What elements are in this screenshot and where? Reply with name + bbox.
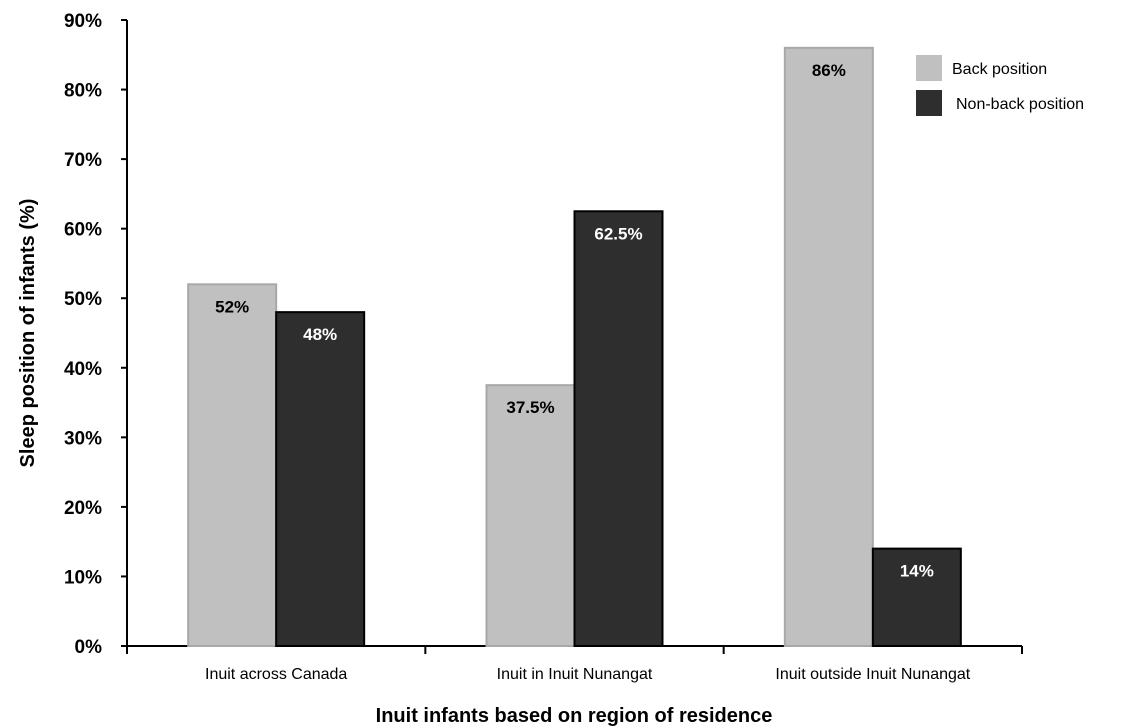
y-tick-label: 70%	[64, 150, 102, 171]
bars	[187, 46, 962, 648]
y-tick-label: 90%	[64, 11, 102, 32]
legend: Back position Non-back position	[916, 55, 1084, 116]
legend-label: Back position	[952, 61, 1047, 78]
y-tick-label: 60%	[64, 220, 102, 241]
bar-back-position	[485, 384, 576, 647]
data-labels: 52% 37.5% 86% 48% 62.5% 14%	[215, 61, 934, 581]
y-tick-label: 50%	[64, 289, 102, 310]
x-axis-title: Inuit infants based on region of residen…	[376, 705, 773, 727]
y-axis-title: Sleep position of infants (%)	[17, 199, 39, 468]
bar-non-back-position	[275, 311, 366, 647]
data-label: 52%	[215, 297, 249, 316]
legend-label: Non-back position	[956, 96, 1084, 113]
data-label: 86%	[812, 61, 846, 80]
bar-back-position	[187, 283, 278, 647]
data-label: 62.5%	[594, 224, 642, 243]
legend-swatch	[916, 90, 942, 116]
y-tick-label: 10%	[64, 567, 102, 588]
x-tick-label: Inuit outside Inuit Nunangat	[775, 666, 970, 683]
y-tick-label: 40%	[64, 359, 102, 380]
y-tick-label: 80%	[64, 81, 102, 102]
y-tick-label: 30%	[64, 428, 102, 449]
bar-non-back-position	[871, 547, 962, 647]
bar-non-back-position	[573, 210, 664, 647]
bar-back-position	[783, 46, 874, 648]
x-tick-label: Inuit in Inuit Nunangat	[497, 666, 653, 683]
data-label: 14%	[900, 562, 934, 581]
legend-swatch	[916, 55, 942, 81]
data-label: 48%	[303, 325, 337, 344]
y-axis: 0% 10% 20% 30% 40% 50% 60% 70% 80% 90%	[64, 11, 128, 658]
x-axis: Inuit across Canada Inuit in Inuit Nunang…	[126, 645, 1023, 683]
data-label: 37.5%	[506, 398, 554, 417]
y-tick-label: 0%	[75, 637, 103, 658]
y-tick-label: 20%	[64, 498, 102, 519]
x-tick-label: Inuit across Canada	[205, 666, 347, 683]
